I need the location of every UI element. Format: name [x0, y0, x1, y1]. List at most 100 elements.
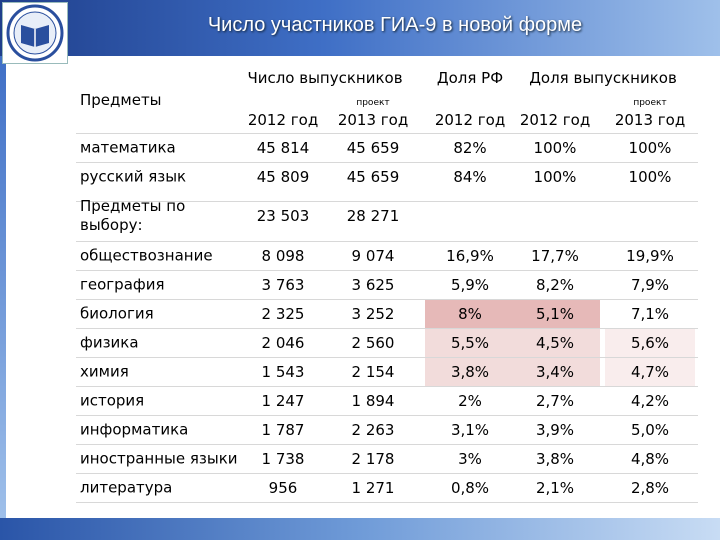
value-cell: 100% [533, 168, 577, 186]
value-cell: 1 738 [261, 450, 305, 468]
value-cell: 45 659 [346, 139, 400, 157]
value-cell: 7,9% [630, 276, 670, 294]
value-cell: 8,2% [535, 276, 575, 294]
value-cell: 5,1% [535, 305, 575, 323]
value-cell: 2,1% [535, 479, 575, 497]
slide-title: Число участников ГИА-9 в новой форме [207, 14, 583, 36]
column-group: Доля выпускников [529, 69, 677, 87]
cell-highlight [605, 329, 695, 357]
value-cell: 3,1% [450, 421, 490, 439]
value-cell: 2,8% [630, 479, 670, 497]
row-line [76, 415, 698, 416]
footer-bar [0, 518, 720, 540]
value-cell: 4,2% [630, 392, 670, 410]
value-cell: 3 763 [261, 276, 305, 294]
value-cell: 100% [628, 139, 672, 157]
row-line [76, 241, 698, 242]
value-cell: 3,9% [535, 421, 575, 439]
subject: литература [80, 478, 173, 497]
subject: химия [80, 362, 129, 381]
value-cell: 2 560 [351, 334, 395, 352]
banner [0, 0, 720, 56]
left-bar [0, 56, 6, 520]
value-cell: 1 271 [351, 479, 395, 497]
value-cell: 3,8% [535, 450, 575, 468]
year-header: 2013 год [337, 111, 409, 129]
value-cell: 4,5% [535, 334, 575, 352]
year-header: 2012 год [434, 111, 506, 129]
value-cell: 2 325 [261, 305, 305, 323]
value-cell: 3 625 [351, 276, 395, 294]
year-header: 2012 год [519, 111, 591, 129]
value-cell: 45 809 [256, 168, 310, 186]
value-cell: 2,7% [535, 392, 575, 410]
value-cell: 2 178 [351, 450, 395, 468]
project-note: проект [356, 98, 390, 108]
value-cell: 23 503 [256, 207, 310, 225]
value-cell: 5,6% [630, 334, 670, 352]
value-cell: 9 074 [351, 247, 395, 265]
value-cell: 2 154 [351, 363, 395, 381]
row-line [76, 444, 698, 445]
value-cell: 4,7% [630, 363, 670, 381]
subject: математика [80, 138, 176, 157]
column-group: Доля РФ [436, 69, 504, 87]
project-note: проект [633, 98, 667, 108]
value-cell: 2 046 [261, 334, 305, 352]
row-line [76, 201, 698, 202]
row-line [76, 162, 698, 163]
value-cell: 84% [453, 168, 487, 186]
value-cell: 1 247 [261, 392, 305, 410]
cell-highlight [425, 300, 515, 328]
value-cell: 45 814 [256, 139, 310, 157]
value-cell: 100% [533, 139, 577, 157]
value-cell: 2 263 [351, 421, 395, 439]
subject: физика [80, 333, 139, 352]
value-cell: 5,0% [630, 421, 670, 439]
subject: информатика [80, 420, 189, 439]
value-cell: 28 271 [346, 207, 400, 225]
value-cell: 45 659 [346, 168, 400, 186]
subject: Предметы по выбору: [80, 197, 186, 234]
value-cell: 5,9% [450, 276, 490, 294]
value-cell: 956 [268, 479, 298, 497]
subject: история [80, 391, 145, 410]
value-cell: 17,7% [531, 247, 579, 265]
value-cell: 2% [458, 392, 482, 410]
value-cell: 1 894 [351, 392, 395, 410]
value-cell: 4,8% [630, 450, 670, 468]
row-line [76, 328, 698, 329]
subject: обществознание [80, 246, 213, 265]
subject-header: Предметы [80, 91, 162, 109]
value-cell: 8% [458, 305, 482, 323]
value-cell: 16,9% [446, 247, 494, 265]
row-line [76, 133, 698, 134]
value-cell: 8 098 [261, 247, 305, 265]
row-line [76, 502, 698, 503]
value-cell: 3 252 [351, 305, 395, 323]
year-header: 2012 год [247, 111, 319, 129]
subject: биология [80, 304, 154, 323]
value-cell: 82% [453, 139, 487, 157]
cell-highlight [510, 329, 600, 357]
cell-highlight [425, 329, 515, 357]
row-line [76, 386, 698, 387]
subject: география [80, 275, 165, 294]
value-cell: 1 787 [261, 421, 305, 439]
subject: русский язык [80, 167, 187, 186]
value-cell: 3,4% [535, 363, 575, 381]
row-line [76, 473, 698, 474]
cell-highlight [425, 358, 515, 386]
logo-icon [6, 4, 64, 62]
value-cell: 1 543 [261, 363, 305, 381]
cell-highlight [605, 358, 695, 386]
row-line [76, 357, 698, 358]
value-cell: 3,8% [450, 363, 490, 381]
value-cell: 3% [458, 450, 482, 468]
value-cell: 19,9% [626, 247, 674, 265]
cell-highlight [510, 358, 600, 386]
year-header: 2013 год [614, 111, 686, 129]
cell-highlight [510, 300, 600, 328]
